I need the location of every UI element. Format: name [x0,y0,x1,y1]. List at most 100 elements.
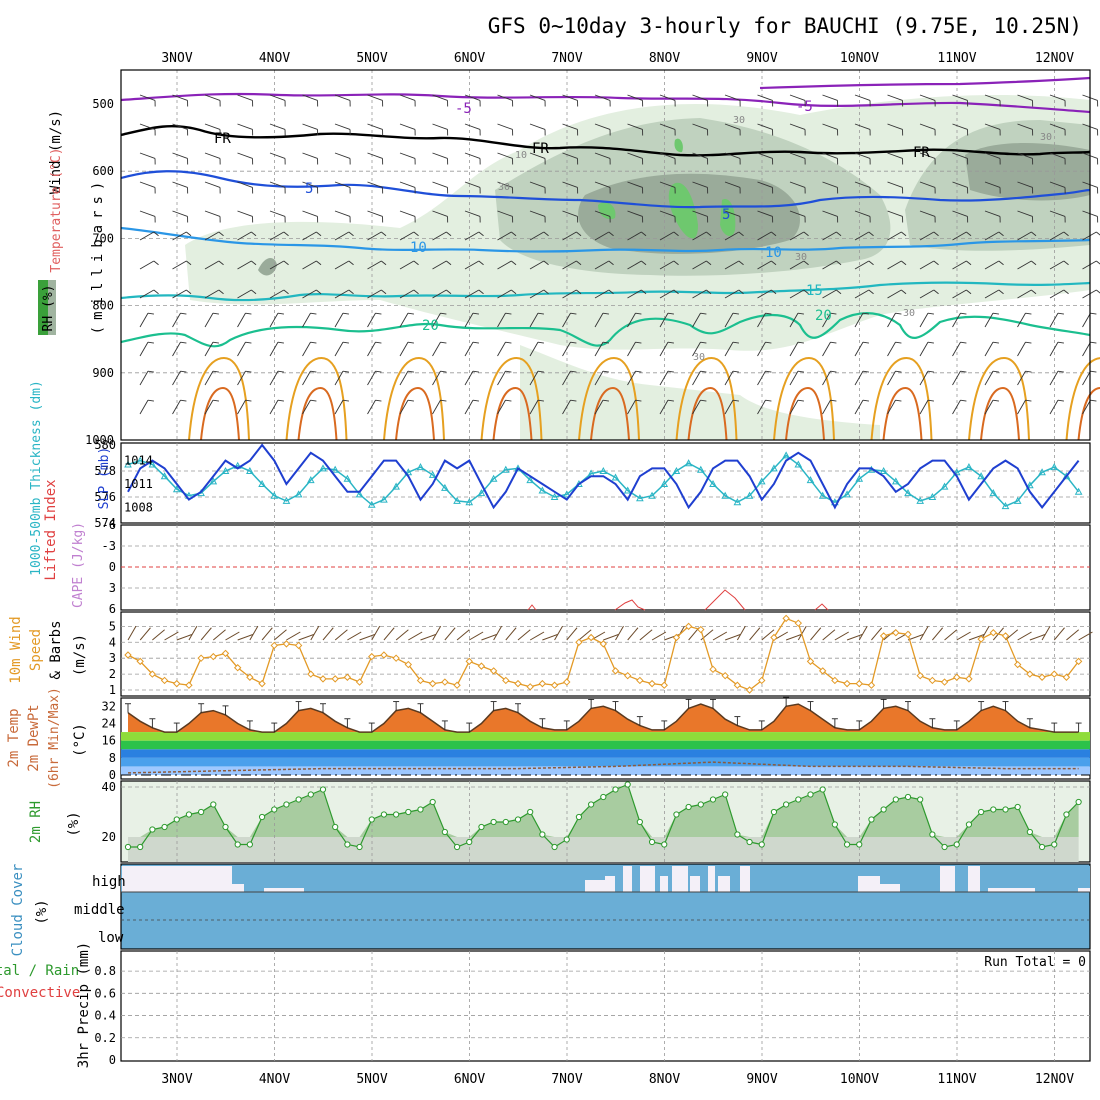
wind-marker [258,679,266,688]
temp-tick: 0 [109,768,116,782]
rh-green-blob-4 [674,138,683,153]
thickness-marker [367,500,376,508]
wind-marker [282,640,291,648]
wind-barb [627,152,643,159]
wind-marker [368,652,376,661]
wind-barb [757,231,772,241]
wind-barb [854,210,871,217]
wind-barb [919,231,935,241]
wind-barb [432,399,441,415]
wind-barb-flag [570,399,577,402]
wind-barb-flag [537,370,544,373]
rh-marker [965,821,973,828]
wind-barb-flag [960,399,967,402]
wind-barb [919,210,936,217]
wind-barb [952,399,961,415]
temperature-band [121,732,1090,741]
pressure-tick: 600 [92,164,114,178]
wind-barb [724,181,741,188]
wind-barb [854,231,870,241]
wind-barb [1082,399,1091,415]
wind-barb-flag [440,370,447,373]
wind-barb [139,123,156,130]
thickness-marker [428,470,437,478]
wind-barb [562,210,578,217]
wind-barb [578,629,592,641]
rh-marker [137,843,144,851]
rh-marker [758,841,765,848]
thickness-marker [526,476,535,484]
wind-barb [464,289,480,299]
wind-barb [822,152,838,159]
wind-barb [952,231,967,241]
wind-marker [246,673,254,681]
wind-barb-flag [998,231,1004,237]
wind-barb [139,627,151,641]
wind-barb [822,181,838,188]
date-label: 3NOV [161,1072,192,1087]
wind-barb-flag [478,231,484,237]
thickness-marker [733,498,742,506]
wind-barb [1017,123,1033,130]
rh-marker [405,808,412,816]
cloud-clear [740,866,750,892]
li-tick: 0 [109,560,116,574]
wind-barb [497,152,513,159]
wind-marker [940,678,949,686]
wind-barb [887,260,902,270]
rh-marker [368,816,375,823]
wind-barb-flag [862,341,869,344]
wind-barb-flag [602,399,609,402]
wind-barb [952,341,961,357]
wind-barb [1049,260,1065,270]
rh-marker [173,816,180,823]
wind-barb-flag [1031,231,1037,237]
profile-frame [120,69,1091,441]
wind-barb [944,629,958,641]
rh-marker [1051,841,1058,848]
wind-barb-flag [830,370,837,373]
rh-marker [819,786,826,793]
cloud-level-middle: middle [74,902,125,918]
wind-barb [1053,627,1065,641]
wind-barb [334,629,348,641]
wind-barb [139,181,156,188]
cloud-clear [718,876,730,892]
rh2m-base-fill [128,837,1079,862]
wind-barb-flag [212,312,219,315]
wind-barb [712,631,728,641]
wind-barb [481,634,497,641]
axis-label-temp-units: (°C) [72,723,88,757]
axis-label-temperature: Temperature (°C) [49,147,64,272]
axis-label-temp2m: 2m Temp [6,708,22,767]
wind-marker [453,681,461,689]
wind-barb-flag [641,231,647,237]
rh-marker [490,818,497,826]
wind-marker [782,614,790,623]
wind-barb-flag [576,260,582,266]
rh-marker [222,823,229,831]
wind-barb [887,231,902,241]
wind-barb [822,94,838,101]
axis-label-precip-3hr: 3hr Precip (mm) [76,942,92,1068]
wind-barb-flag [283,231,289,237]
wind-barb [594,210,611,217]
wind-barb [984,231,1000,241]
wind-barb [887,210,903,217]
wind-marker [684,622,693,631]
wind-barb [984,260,1000,270]
temp-minmax-bars [125,696,1082,733]
rh-marker [1002,806,1009,813]
wind-marker [173,679,181,688]
wind-barb [399,312,409,328]
wind-barb [1049,152,1066,159]
wind-marker [977,635,985,643]
wind-barb [399,94,416,101]
wind-barb [919,94,936,101]
wind-barb [1049,399,1059,415]
wind-barb [269,123,286,130]
contour-label: 5 [305,181,313,197]
wind-barb-flag [1031,260,1037,266]
wind-barb-flag [992,341,999,344]
rh-marker [441,828,448,836]
